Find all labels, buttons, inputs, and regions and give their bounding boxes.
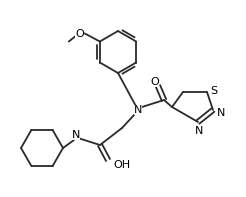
Text: OH: OH — [113, 160, 130, 170]
Text: S: S — [210, 86, 217, 96]
Text: O: O — [76, 29, 84, 38]
Text: N: N — [72, 130, 80, 140]
Text: N: N — [195, 126, 203, 136]
Text: O: O — [151, 77, 159, 87]
Text: N: N — [217, 108, 225, 118]
Text: N: N — [134, 105, 142, 115]
